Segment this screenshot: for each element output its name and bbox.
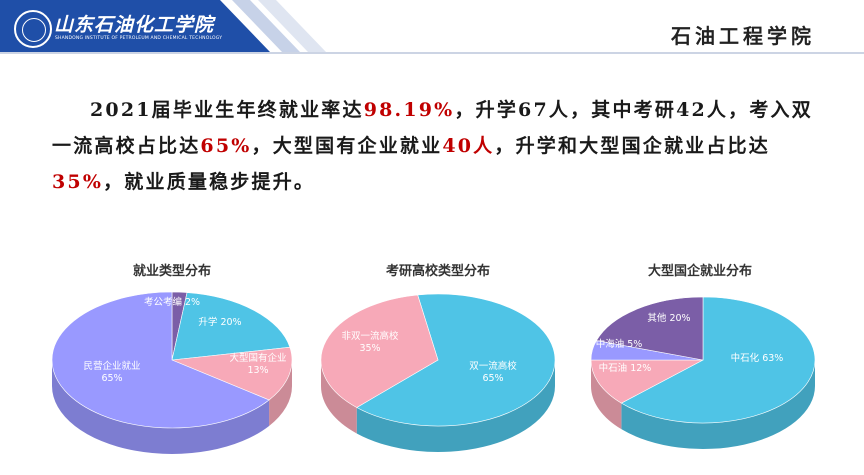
pie-slice xyxy=(320,294,439,408)
school-english-name: SHANDONG INSTITUTE OF PETROLEUM AND CHEM… xyxy=(55,36,223,41)
chart-title-soe-distribution: 大型国企就业分布 xyxy=(647,264,752,279)
pie-slice-side xyxy=(269,360,292,426)
summary-text: ，升学67人，其中考研42人，考入双一流高校占比达 xyxy=(52,99,813,157)
soe-employment-count-value: 40人 xyxy=(442,135,495,157)
pie-slice-side xyxy=(621,360,815,449)
pie-slice-label: 中石油 12% xyxy=(599,362,652,374)
pie-slice xyxy=(171,346,293,401)
pie-slice-label: 其他 20% xyxy=(647,312,690,324)
pie-slice-label: 中石化 63% xyxy=(731,352,784,364)
pie-slice xyxy=(51,291,270,429)
chart-title-employment-type: 就业类型分布 xyxy=(132,264,211,279)
header-background xyxy=(0,0,864,54)
header-stripe xyxy=(232,0,300,52)
summary-paragraph: 2021届毕业生年终就业率达98.19%，升学67人，其中考研42人，考入双一流… xyxy=(52,92,817,200)
header-stripe xyxy=(258,0,326,52)
pie-slice-value: 13% xyxy=(247,365,268,376)
pie-slice-value: 35% xyxy=(359,343,380,354)
pie-slice-label: 升学 20% xyxy=(198,316,241,328)
pie-slice-label: 非双一流高校 xyxy=(341,330,399,342)
summary-text: 2021届毕业生年终就业率达 xyxy=(90,99,364,121)
header-banner: 山东石油化工学院 SHANDONG INSTITUTE OF PETROLEUM… xyxy=(0,0,864,60)
further-study-soe-ratio-value: 35% xyxy=(52,171,104,193)
pie-slice-side xyxy=(52,360,270,454)
header-blue-band xyxy=(0,0,270,52)
employment-rate-value: 98.19% xyxy=(363,99,455,121)
double-first-class-ratio-value: 65% xyxy=(200,135,252,157)
school-name: 山东石油化工学院 xyxy=(54,14,215,36)
pie-slice-side xyxy=(356,360,555,452)
summary-text: ，大型国有企业就业 xyxy=(251,135,443,157)
pie-slice-value: 65% xyxy=(101,373,122,384)
pie-slice xyxy=(356,293,556,427)
chart-title-grad-school-type: 考研高校类型分布 xyxy=(385,264,490,279)
pie-slice-label: 大型国有企业 xyxy=(229,352,286,364)
pie-slice-label: 双一流高校 xyxy=(469,360,517,372)
pie-slice-side xyxy=(321,360,357,434)
pie-slice-label: 民营企业就业 xyxy=(83,360,140,372)
summary-text: ，就业质量稳步提升。 xyxy=(103,171,316,193)
pie-slice xyxy=(596,296,704,361)
summary-text: ，升学和大型国企就业占比达 xyxy=(494,135,770,157)
pie-slice xyxy=(620,296,816,424)
pie-slice-label: 中海油 5% xyxy=(596,338,643,350)
college-title: 石油工程学院 xyxy=(671,24,815,48)
pie-slice xyxy=(171,292,291,361)
pie-slice-label: 考公考编 2% xyxy=(144,296,200,308)
school-logo-icon xyxy=(14,10,52,48)
pie-slice xyxy=(590,359,704,404)
pie-slice-side xyxy=(591,360,622,430)
pie-slice-value: 65% xyxy=(482,373,503,384)
